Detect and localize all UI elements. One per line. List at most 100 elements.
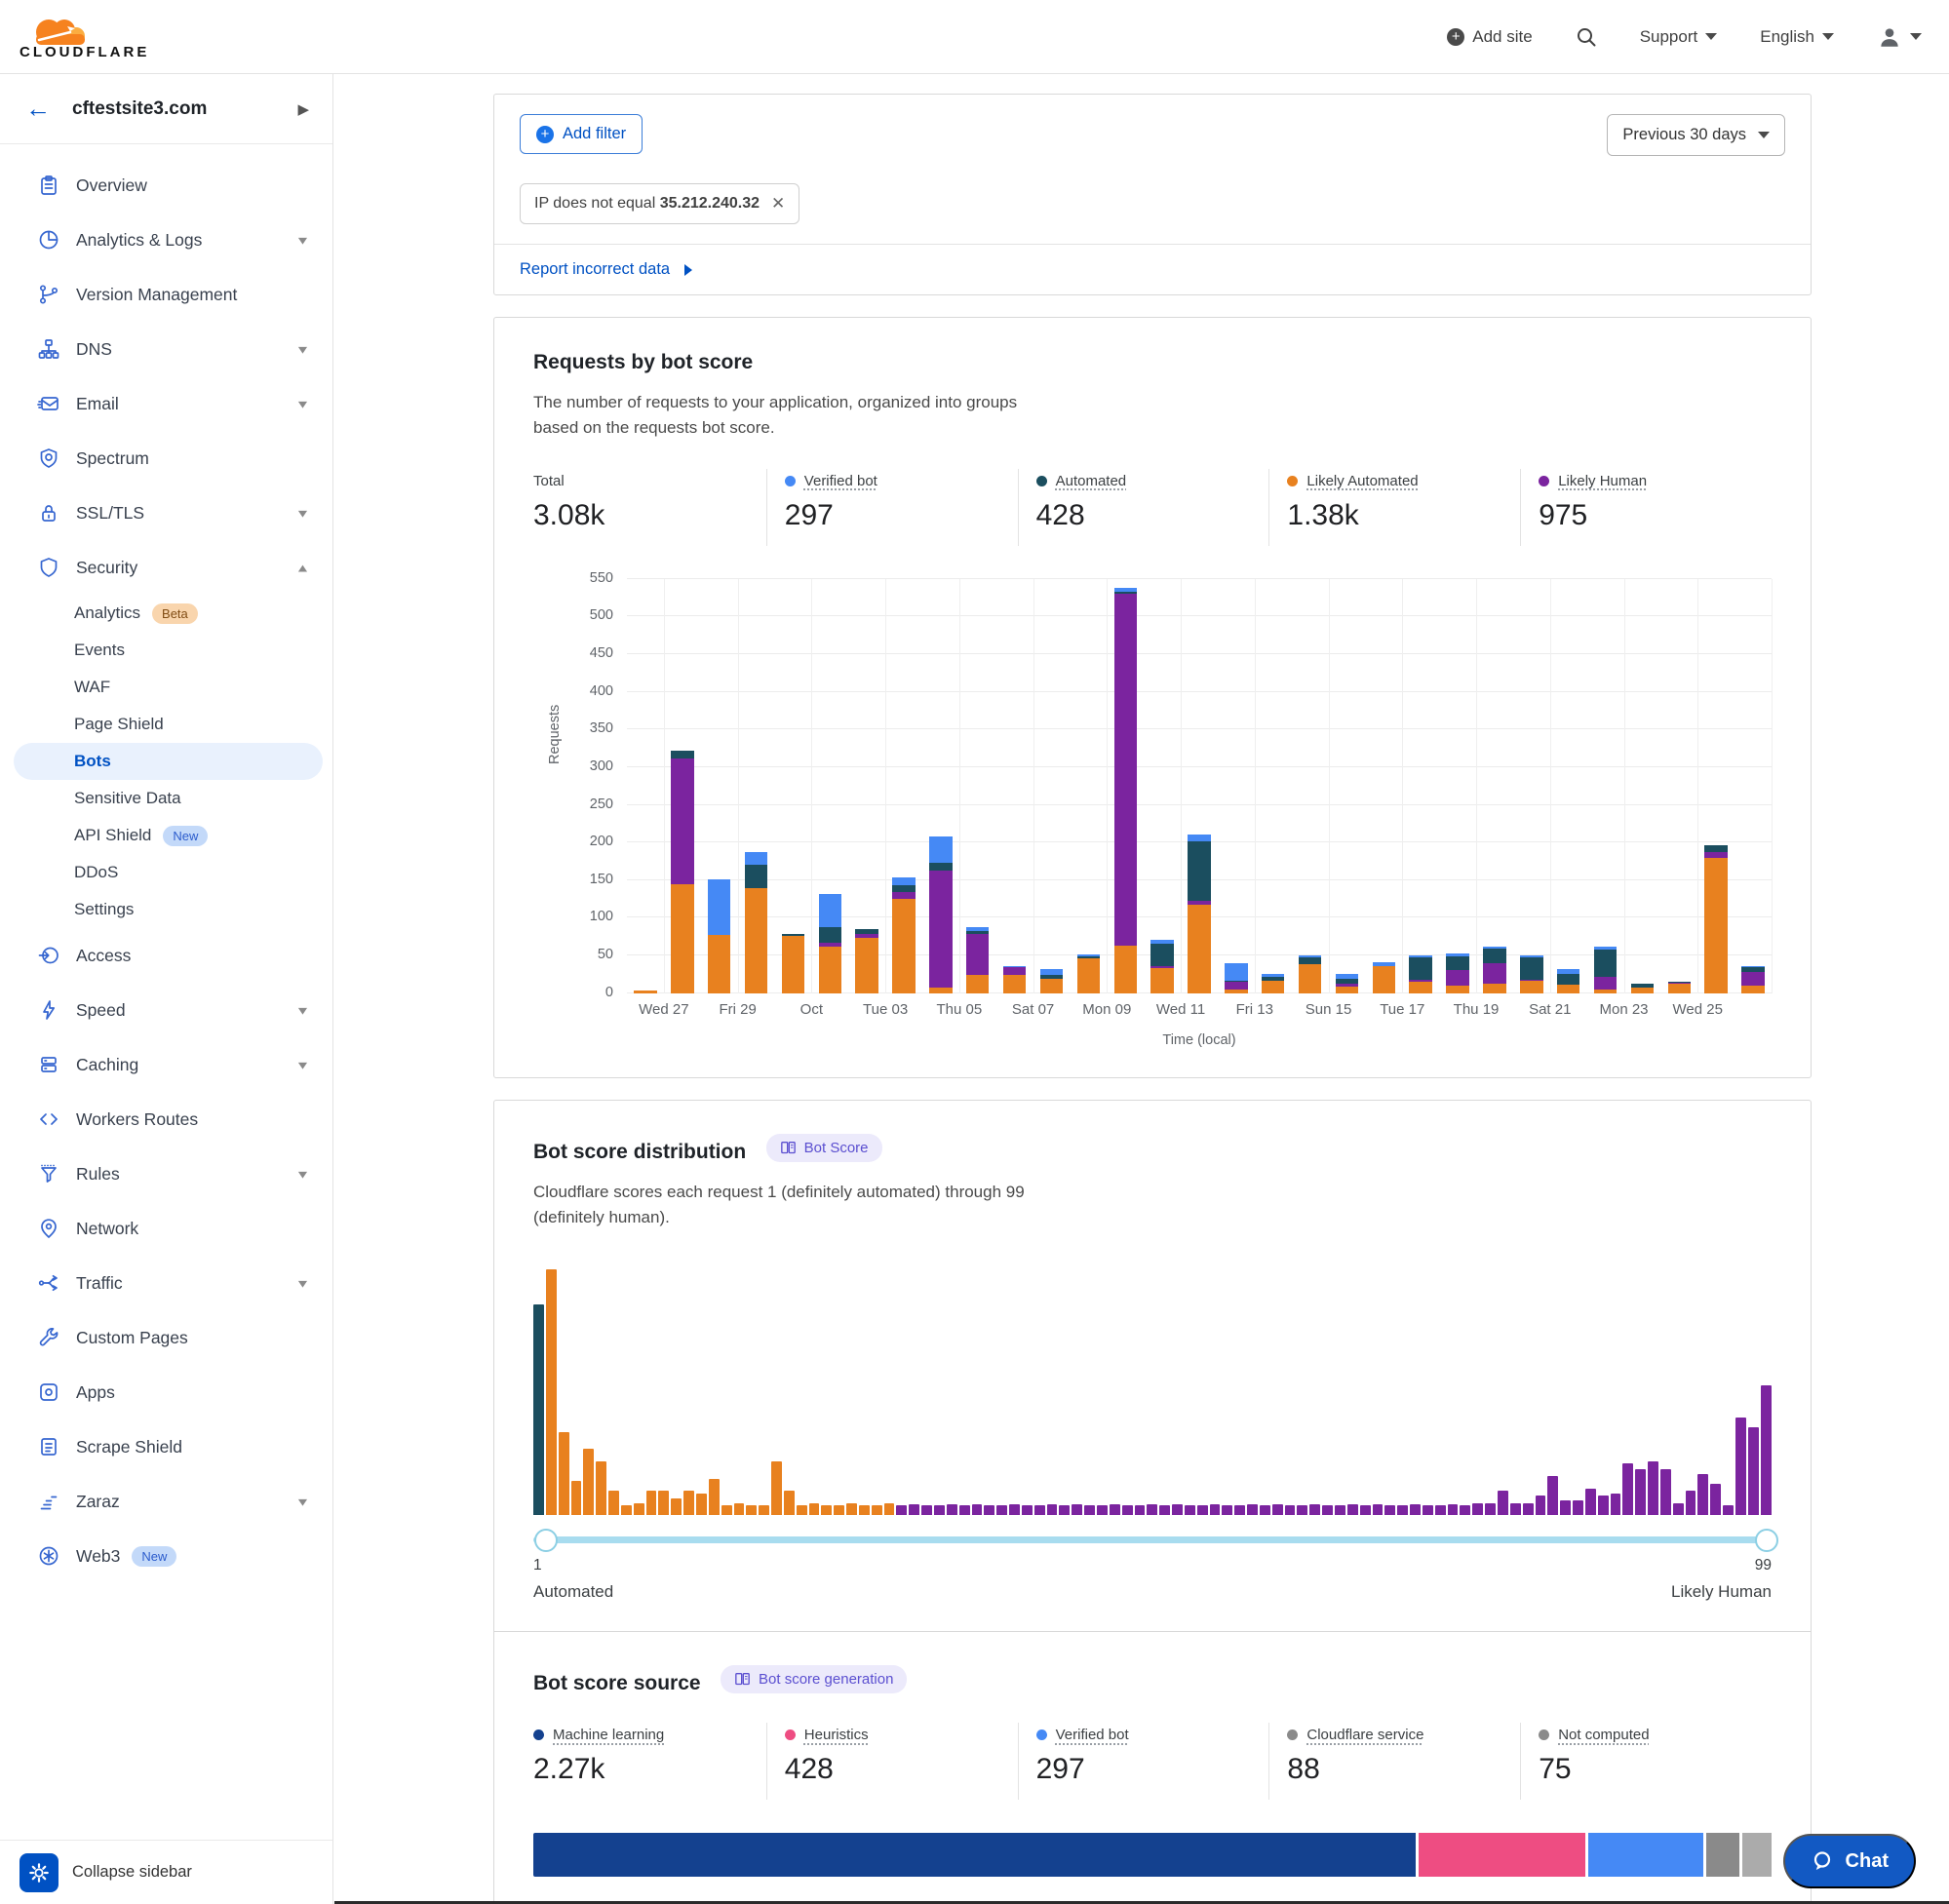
filter-card: + Add filter Previous 30 days IP does no… [493,94,1812,295]
chat-button[interactable]: Chat [1782,1834,1916,1888]
sidebar-item-dns[interactable]: DNS ▼ [0,322,332,376]
spectrum-icon [37,447,60,470]
y-tick-label: 0 [604,984,613,1000]
segment-automated [1076,955,1101,959]
language-menu[interactable]: English [1760,27,1834,47]
sidebar-item-ssl-tls[interactable]: SSL/TLS ▼ [0,486,332,540]
sidebar-item-analytics[interactable]: Analytics Beta [0,595,332,632]
y-tick-label: 450 [589,644,613,661]
search-icon [1577,27,1596,46]
score-range-slider[interactable] [533,1528,1778,1552]
chevron-right-icon[interactable]: ▶ [297,100,309,118]
stat-value: 297 [1035,1753,1085,1786]
chart-day-column [1255,579,1292,993]
x-tick-label: Mon 23 [1599,1000,1649,1018]
sidebar-item-zaraz[interactable]: Zaraz ▼ [0,1474,332,1529]
sidebar-item-access[interactable]: Access [0,928,332,983]
cloudflare-cloud-icon [36,19,85,45]
segment-automated [781,933,805,936]
segment-verified-bot [892,876,916,886]
sidebar-item-api-shield[interactable]: API Shield New [0,817,332,854]
requests-chart-xticks: Wed 27 Fri 29 Oct Tue 03 Thu 05 Sat 07 Mon 09 W… [627,1001,1772,1027]
segment-automated [1446,955,1469,970]
web3-icon [37,1544,60,1568]
sidebar-item-label: Caching [76,1054,139,1074]
report-incorrect-data-link[interactable]: Report incorrect data [520,260,671,278]
legend-dot [1287,475,1299,486]
add-site-button[interactable]: + Add site [1447,26,1533,47]
sidebar-item-speed[interactable]: Speed ▼ [0,983,332,1037]
distribution-title: Bot score distribution [533,1140,747,1163]
sidebar-item-scrape-shield[interactable]: Scrape Shield [0,1419,332,1474]
segment-automated [1039,975,1064,980]
segment-automated [1741,967,1765,973]
segment-likely-automated [744,888,768,993]
segment-verified-bot [1593,946,1618,950]
sidebar-item-email[interactable]: Email ▼ [0,376,332,431]
sidebar-item-caching[interactable]: Caching ▼ [0,1037,332,1092]
remove-filter-icon[interactable]: ✕ [771,194,786,213]
legend-dot [1539,1729,1550,1741]
x-gridline [1033,578,1034,993]
stacked-bar-oct-19 [1483,946,1506,993]
sidebar-item-events[interactable]: Events [0,632,332,669]
legend-dot [1035,1729,1047,1741]
sidebar-item-web3[interactable]: Web3 New [0,1529,332,1583]
cloudflare-logo[interactable]: CLOUDFLARE [19,13,149,60]
chart-day-column [1624,579,1661,993]
sidebar-item-traffic[interactable]: Traffic ▼ [0,1256,332,1310]
sidebar-item-workers-routes[interactable]: Workers Routes [0,1092,332,1146]
sidebar-item-security[interactable]: Security ▲ [0,540,332,595]
sidebar-item-waf[interactable]: WAF [0,669,332,706]
segment-likely-automated [1372,965,1396,993]
histogram-bar-score-80 [1522,1502,1534,1516]
support-menu[interactable]: Support [1640,27,1718,47]
histogram-bar-score-24 [821,1505,833,1516]
add-site-label: Add site [1472,26,1533,46]
stacked-bar-oct-18 [1446,952,1469,993]
chart-day-column [1697,579,1735,993]
segment-likely-human [1704,852,1728,859]
histogram-bar-score-85 [1584,1488,1596,1516]
sidebar-item-spectrum[interactable]: Spectrum [0,431,332,486]
sidebar-item-analytics-logs[interactable]: Analytics & Logs ▼ [0,213,332,267]
selected-item-highlight [14,743,323,780]
sidebar-item-page-shield[interactable]: Page Shield [0,706,332,743]
back-arrow-icon[interactable]: ← [25,94,51,123]
x-tick-label: Sat 07 [1011,1000,1055,1018]
sidebar-item-label: Traffic [76,1272,123,1293]
slider-max-value: 99 [1754,1557,1772,1574]
sidebar-item-sensitive-data[interactable]: Sensitive Data [0,780,332,817]
account-menu[interactable] [1877,24,1922,50]
sidebar-item-apps[interactable]: Apps [0,1365,332,1419]
bot-score-badge[interactable]: Bot Score [765,1133,882,1162]
histogram-bar-score-47 [1109,1504,1120,1516]
chart-day-column [1329,579,1366,993]
bot-score-lower-card: Bot score distribution Bot Score Cloudfl… [493,1099,1812,1904]
chevron-down-icon: ▼ [294,342,311,356]
histogram-bar-score-2 [545,1269,557,1516]
date-range-dropdown[interactable]: Previous 30 days [1607,114,1785,156]
add-filter-button[interactable]: + Add filter [520,114,643,154]
sidebar-item-ddos[interactable]: DDoS [0,854,332,891]
collapse-sidebar-label[interactable]: Collapse sidebar [72,1863,192,1881]
automated-axis-label: Automated [533,1582,614,1602]
stat-value: 2.27k [533,1753,605,1786]
segment-automated [1520,956,1543,980]
histogram-bar-score-66 [1346,1504,1358,1516]
sidebar-item-bots[interactable]: Bots [0,743,332,780]
slider-handle-max[interactable] [1754,1528,1778,1552]
sidebar-item-label: Bots [74,752,111,770]
search-button[interactable] [1576,26,1597,48]
histogram-bar-score-74 [1447,1504,1459,1516]
settings-gear-button[interactable] [19,1852,58,1892]
sidebar-item-overview[interactable]: Overview [0,158,332,213]
sidebar-item-custom-pages[interactable]: Custom Pages [0,1310,332,1365]
slider-handle-min[interactable] [533,1528,558,1552]
sidebar-item-settings[interactable]: Settings [0,891,332,928]
sidebar-item-version-management[interactable]: Version Management [0,267,332,322]
bot-score-generation-badge[interactable]: Bot score generation [721,1665,908,1694]
sidebar-item-network[interactable]: Network [0,1201,332,1256]
y-tick-label: 250 [589,796,613,812]
sidebar-item-rules[interactable]: Rules ▼ [0,1146,332,1201]
